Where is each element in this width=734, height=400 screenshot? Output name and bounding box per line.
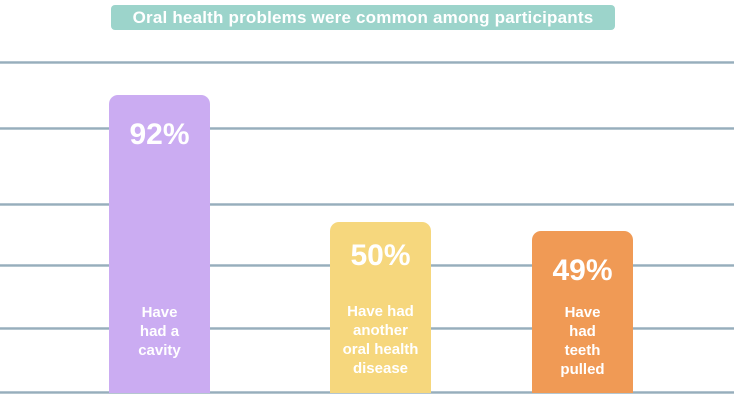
label-line: cavity <box>138 342 181 359</box>
bar-category-label: Have had another oral health disease <box>330 302 431 378</box>
bar-value-label: 50% <box>350 239 411 272</box>
chart-title-banner: Oral health problems were common among p… <box>111 5 615 30</box>
gridline <box>0 203 734 206</box>
bar-have-had-another-oral-health-disease: 50% Have had another oral health disease <box>330 222 431 393</box>
label-line: had a <box>139 323 180 340</box>
label-line: another <box>352 322 408 339</box>
label-line: had <box>569 323 596 340</box>
bar-category-label: Have had teeth pulled <box>532 303 633 379</box>
bar-value-label: 49% <box>552 254 613 287</box>
gridline <box>0 61 734 64</box>
label-line: oral health <box>342 341 419 358</box>
label-line: Have had <box>347 303 414 320</box>
bar-have-had-a-cavity: 92% Have had a cavity <box>109 95 210 393</box>
label-line: pulled <box>560 361 605 378</box>
bar-category-label: Have had a cavity <box>109 303 210 360</box>
gridline <box>0 127 734 130</box>
bar-value-label: 92% <box>129 118 190 151</box>
label-line: disease <box>352 360 409 377</box>
label-line: Have <box>564 304 601 321</box>
label-line: Have <box>141 304 178 321</box>
bar-have-had-teeth-pulled: 49% Have had teeth pulled <box>532 231 633 393</box>
chart-title: Oral health problems were common among p… <box>132 7 594 27</box>
label-line: teeth <box>564 342 601 359</box>
